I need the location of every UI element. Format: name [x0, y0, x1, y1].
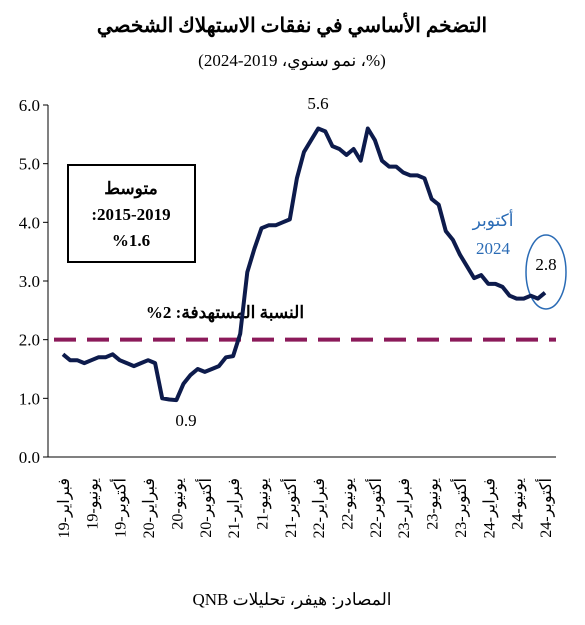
- x-tick-label: فبراير-23: [396, 478, 413, 538]
- y-tick-label: 2.0: [19, 331, 40, 350]
- y-tick-label: 6.0: [19, 96, 40, 115]
- annotation: 0.9: [175, 411, 196, 430]
- chart-title: التضخم الأساسي في نفقات الاستهلاك الشخصي: [97, 12, 487, 38]
- x-tick-label: فبراير-22: [311, 478, 328, 538]
- x-tick-label: أكتوبر-22: [365, 478, 385, 538]
- x-tick-label: أكتوبر-19: [110, 478, 130, 538]
- average-text: 2015-2019:: [91, 205, 170, 224]
- y-tick-label: 0.0: [19, 448, 40, 467]
- x-tick-label: يونيو-19: [84, 478, 101, 530]
- x-tick-label: فبراير-19: [56, 478, 73, 538]
- data-line: [61, 126, 547, 403]
- y-tick-label: 4.0: [19, 213, 40, 232]
- x-tick-label: يونيو-22: [340, 478, 357, 530]
- target-label: النسبة المستهدفة: 2%: [146, 303, 304, 323]
- highlight-circle: [525, 234, 567, 310]
- average-text: متوسط: [104, 179, 157, 199]
- x-tick-label: أكتوبر-23: [450, 478, 470, 538]
- x-tick-label: يونيو-20: [169, 478, 186, 530]
- x-tick-label: يونيو-23: [425, 478, 442, 530]
- annotation: 5.6: [307, 94, 328, 113]
- y-tick-label: 5.0: [19, 155, 40, 174]
- annotation: أكتوبر: [472, 209, 514, 231]
- x-tick-label: أكتوبر-24: [535, 478, 555, 538]
- x-tick-label: يونيو-21: [254, 478, 271, 530]
- y-tick-label: 1.0: [19, 389, 40, 408]
- x-tick-label: يونيو-24: [510, 478, 527, 530]
- source: المصادر: هيفر، تحليلات QNB: [193, 590, 392, 610]
- x-tick-label: أكتوبر-20: [195, 478, 215, 538]
- average-box: [67, 164, 196, 263]
- annotation: 2024: [476, 239, 511, 258]
- y-tick-label: 3.0: [19, 272, 40, 291]
- x-tick-label: فبراير-24: [481, 478, 498, 538]
- x-tick-label: فبراير-20: [141, 478, 158, 538]
- annotation: 2.8: [535, 255, 556, 274]
- x-tick-label: أكتوبر-21: [280, 478, 300, 538]
- chart-subtitle: (%، نمو سنوي، 2019-2024): [198, 51, 386, 71]
- average-text: %1.6: [112, 231, 150, 250]
- x-tick-label: فبراير-21: [226, 478, 243, 538]
